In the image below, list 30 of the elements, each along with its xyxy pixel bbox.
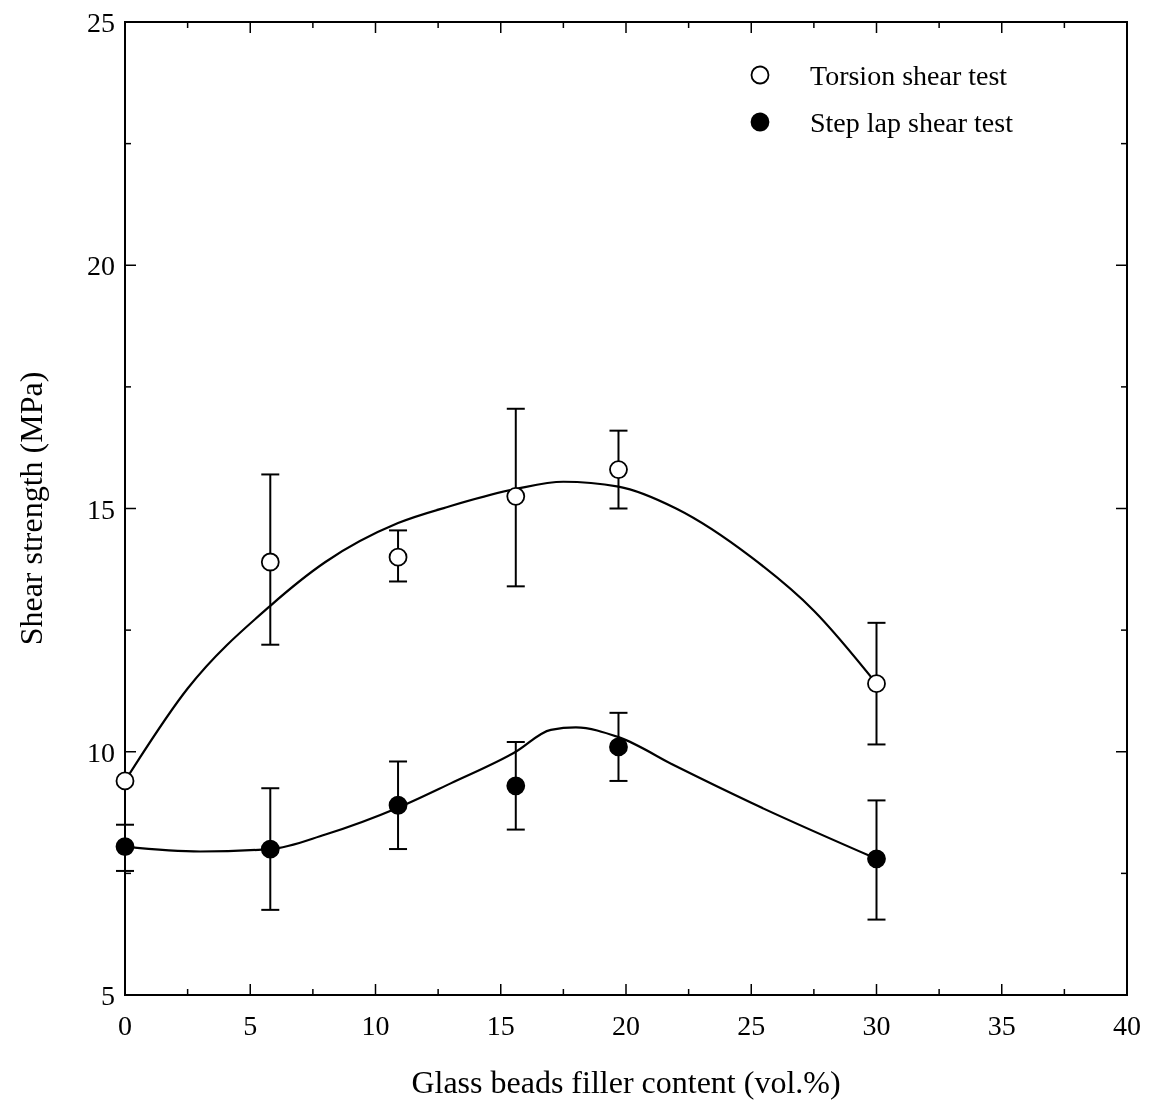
point xyxy=(260,552,280,572)
y-tick-label: 10 xyxy=(87,736,115,768)
legend-label: Torsion shear test xyxy=(810,60,1008,91)
point xyxy=(609,460,628,479)
y-tick-label: 25 xyxy=(87,7,115,38)
point xyxy=(867,674,886,694)
y-tick-label: 20 xyxy=(87,250,115,282)
x-tick-label: 20 xyxy=(612,1010,640,1041)
x-tick-label: 10 xyxy=(361,1010,390,1041)
x-axis-title: Glass beads filler content (vol.%) xyxy=(411,1064,841,1100)
point xyxy=(388,547,408,567)
x-tick-label: 30 xyxy=(862,1010,891,1041)
point xyxy=(506,486,526,506)
x-tick-label: 25 xyxy=(737,1010,766,1041)
x-tick-label: 40 xyxy=(1113,1010,1141,1041)
x-tick-label: 15 xyxy=(486,1010,515,1041)
point xyxy=(867,849,886,869)
y-tick-label: 5 xyxy=(101,980,115,1011)
point xyxy=(115,837,135,857)
legend-label: Step lap shear test xyxy=(810,107,1014,138)
point xyxy=(115,771,135,791)
point xyxy=(260,839,280,859)
x-tick-label: 5 xyxy=(243,1010,258,1041)
x-tick-label: 0 xyxy=(118,1010,132,1041)
point xyxy=(388,795,408,815)
point xyxy=(506,776,526,796)
x-tick-label: 35 xyxy=(987,1010,1016,1041)
y-tick-label: 15 xyxy=(87,493,115,525)
point xyxy=(609,737,628,757)
y-axis-title: Shear strength (MPa) xyxy=(13,371,49,646)
